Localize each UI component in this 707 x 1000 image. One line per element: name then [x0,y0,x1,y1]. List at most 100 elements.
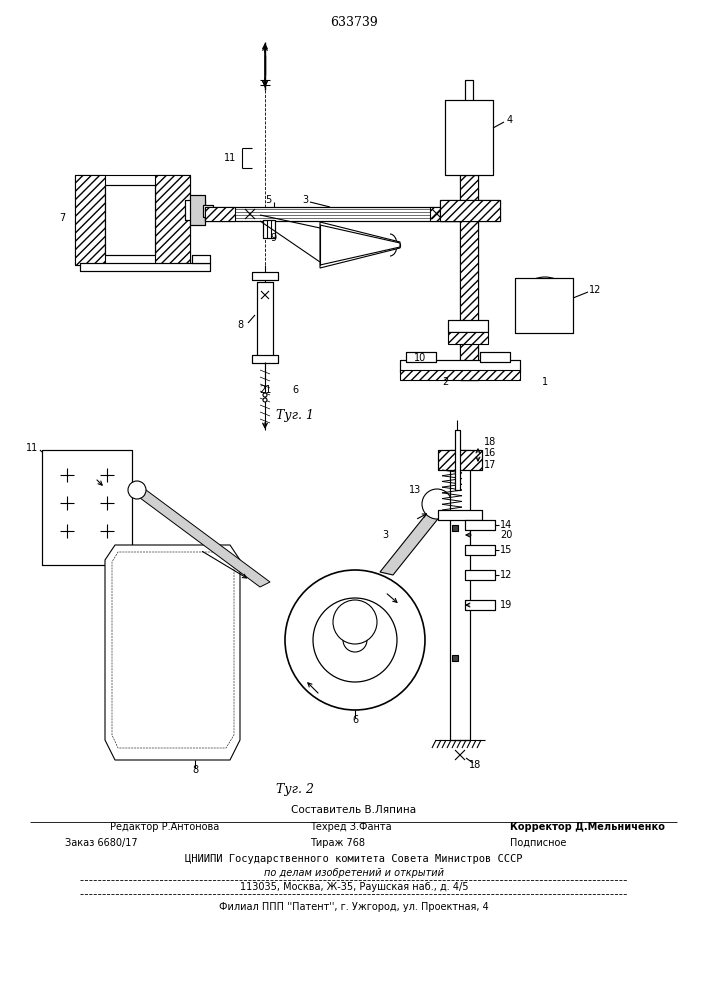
Bar [465,570,495,580]
Bar [465,80,473,160]
Bar [406,352,436,362]
Text: Τуг. 2: Τуг. 2 [276,784,314,796]
Circle shape [313,598,397,682]
Circle shape [333,600,377,644]
Bar [80,263,210,271]
Bar [465,570,495,580]
Text: 10: 10 [414,353,426,363]
Bar [440,200,500,221]
Bar [515,278,573,333]
Bar [105,185,155,255]
Bar [465,600,495,610]
Text: 4: 4 [507,115,513,125]
Bar [75,175,190,265]
Text: Подписное: Подписное [510,838,566,848]
Bar [263,220,275,238]
Text: 11: 11 [26,443,38,453]
Text: 113035, Москва, Ж-35, Раушская наб., д. 4/5: 113035, Москва, Ж-35, Раушская наб., д. … [240,882,468,892]
Circle shape [343,628,367,652]
Bar [400,360,520,372]
Bar [460,175,478,380]
Bar [452,525,458,531]
Text: 19: 19 [500,600,513,610]
Text: 2: 2 [442,377,448,387]
Text: 633739: 633739 [330,15,378,28]
Bar [465,545,495,555]
Bar [263,220,275,238]
Bar [452,655,458,661]
Bar [105,185,155,255]
Text: 8: 8 [237,320,243,330]
Text: 13: 13 [409,485,421,495]
Bar [203,205,213,217]
Bar [252,355,278,363]
Circle shape [128,481,146,499]
Bar [448,320,488,332]
Text: 12: 12 [500,570,513,580]
Text: 11: 11 [224,153,236,163]
Bar [190,195,205,225]
Text: Редактор Р.Антонова: Редактор Р.Антонова [110,822,219,832]
Circle shape [263,393,267,397]
Bar [448,320,488,332]
Bar [440,200,500,221]
Bar [192,255,210,263]
Bar [438,510,482,520]
Circle shape [531,291,559,319]
Bar [455,430,460,490]
Bar [252,272,278,280]
Text: 20: 20 [500,530,513,540]
Bar [515,278,573,333]
Text: Тираж 768: Тираж 768 [310,838,365,848]
Bar [205,207,465,221]
Bar [190,195,205,225]
Text: Составитель В.Ляпина: Составитель В.Ляпина [291,805,416,815]
Text: 15: 15 [500,545,513,555]
Polygon shape [380,507,445,575]
Bar [400,360,520,372]
Text: 14: 14 [500,520,513,530]
Text: 18: 18 [484,437,496,447]
Bar [445,100,493,175]
Bar [80,263,210,271]
Bar [445,100,493,175]
Bar [448,332,488,344]
Bar [438,450,482,470]
Polygon shape [132,487,270,587]
Bar [203,205,213,217]
Text: Корректор Д.Мельниченко: Корректор Д.Мельниченко [510,822,665,832]
Text: 21: 21 [259,385,271,395]
Text: Техред З.Фанта: Техред З.Фанта [310,822,392,832]
Text: Заказ 6680/17: Заказ 6680/17 [65,838,138,848]
Bar [438,510,482,520]
Bar [205,207,465,221]
Bar [155,175,190,265]
Bar [438,450,482,470]
Bar [450,450,470,740]
Bar [205,207,235,221]
Bar [430,207,465,221]
Bar [480,352,510,362]
Bar [465,600,495,610]
Bar [450,450,470,740]
Bar [440,200,500,221]
Bar [185,200,205,220]
Text: 12: 12 [589,285,601,295]
Bar [460,175,478,380]
Circle shape [422,489,452,519]
Bar [406,352,436,362]
Text: 5: 5 [265,195,271,205]
Circle shape [517,277,573,333]
Bar [465,520,495,530]
Circle shape [263,398,267,402]
Text: 6: 6 [292,385,298,395]
Text: 9: 9 [270,233,276,243]
Text: 17: 17 [484,460,496,470]
Polygon shape [105,545,240,760]
Text: 18: 18 [469,760,481,770]
Bar [465,545,495,555]
Bar [185,200,205,220]
Bar [192,255,210,263]
Polygon shape [320,222,400,268]
Bar [257,282,273,362]
